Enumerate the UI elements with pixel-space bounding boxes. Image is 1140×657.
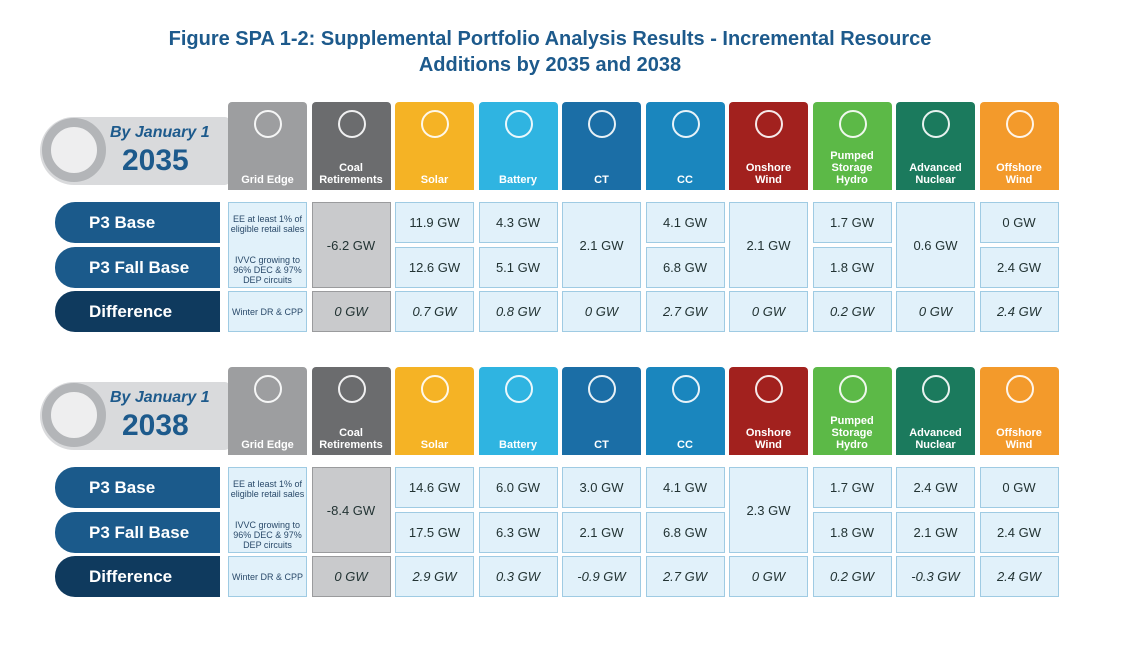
- header-icon: [588, 110, 616, 138]
- grid-edge-note: IVVC growing to 96% DEC & 97% DEP circui…: [233, 255, 302, 285]
- header-icon: [421, 110, 449, 138]
- row-label: P3 Base: [55, 467, 220, 508]
- column-header: Battery: [478, 102, 558, 190]
- value-cell: 6.8 GW: [645, 512, 725, 553]
- value-cell: 1.8 GW: [812, 512, 892, 553]
- value-cell: 11.9 GW: [395, 202, 474, 243]
- difference-cell: 0 GW: [311, 556, 391, 597]
- difference-cell: 0.3 GW: [478, 556, 558, 597]
- value-cell: 1.8 GW: [812, 247, 892, 288]
- value-cell: 3.0 GW: [562, 467, 641, 508]
- grid-edge-cell: [228, 202, 307, 288]
- panel-year: 2038: [122, 409, 189, 442]
- row-label: Difference: [55, 291, 220, 332]
- badge-ring: [42, 383, 106, 447]
- title-line: Additions by 2035 and 2038: [418, 54, 682, 76]
- difference-cell: 0 GW: [729, 291, 808, 332]
- value-cell: -8.4 GW: [311, 467, 391, 553]
- value-cell: 2.4 GW: [979, 247, 1059, 288]
- header-icon: [254, 110, 282, 138]
- value-cell: 4.3 GW: [478, 202, 558, 243]
- header-icon: [755, 375, 783, 403]
- header-icon: [1005, 375, 1034, 403]
- grid-edge-note: EE at least 1% of eligible retail sales: [230, 214, 305, 234]
- title-line: Figure SPA 1-2: Supplemental Portfolio A…: [168, 28, 932, 50]
- header-icon: [337, 110, 366, 138]
- value-cell: 2.1 GW: [729, 202, 808, 288]
- grid-edge-note: EE at least 1% of eligible retail sales: [230, 479, 305, 499]
- difference-cell: 0.8 GW: [478, 291, 558, 332]
- header-icon: [922, 375, 950, 403]
- header-icon: [671, 375, 700, 403]
- value-cell: 0 GW: [979, 467, 1059, 508]
- value-cell: -6.2 GW: [311, 202, 391, 288]
- value-cell: 12.6 GW: [395, 247, 474, 288]
- difference-cell: 2.4 GW: [979, 556, 1059, 597]
- header-icon: [588, 375, 616, 403]
- difference-cell: 0 GW: [729, 556, 808, 597]
- header-icon: [421, 375, 449, 403]
- row-label: P3 Fall Base: [55, 512, 220, 553]
- value-cell: 2.4 GW: [979, 512, 1059, 553]
- value-cell: 17.5 GW: [395, 512, 474, 553]
- difference-cell: 0 GW: [896, 291, 975, 332]
- value-cell: 6.8 GW: [645, 247, 725, 288]
- difference-cell: 2.7 GW: [645, 291, 725, 332]
- header-icon: [254, 375, 282, 403]
- grid-edge-note: Winter DR & CPP: [228, 291, 307, 332]
- value-cell: 2.4 GW: [896, 467, 975, 508]
- value-cell: 6.0 GW: [478, 467, 558, 508]
- row-label: Difference: [55, 556, 220, 597]
- value-cell: 6.3 GW: [478, 512, 558, 553]
- difference-cell: 0 GW: [311, 291, 391, 332]
- panel-label: By January 1: [110, 124, 210, 141]
- value-cell: 5.1 GW: [478, 247, 558, 288]
- panel-label: By January 1: [110, 389, 210, 406]
- difference-cell: 0.2 GW: [812, 291, 892, 332]
- header-icon: [838, 110, 867, 138]
- difference-cell: 2.7 GW: [645, 556, 725, 597]
- header-icon: [922, 110, 950, 138]
- difference-cell: 0.2 GW: [812, 556, 892, 597]
- value-cell: 4.1 GW: [645, 202, 725, 243]
- value-cell: 2.1 GW: [562, 512, 641, 553]
- header-icon: [671, 110, 700, 138]
- header-icon: [337, 375, 366, 403]
- difference-cell: 2.9 GW: [395, 556, 474, 597]
- value-cell: 1.7 GW: [812, 467, 892, 508]
- difference-cell: -0.3 GW: [896, 556, 975, 597]
- grid-edge-cell: [228, 467, 307, 553]
- value-cell: 4.1 GW: [645, 467, 725, 508]
- panel-year: 2035: [122, 144, 189, 177]
- header-icon: [1005, 110, 1034, 138]
- header-icon: [755, 110, 783, 138]
- row-label: P3 Base: [55, 202, 220, 243]
- value-cell: 2.1 GW: [896, 512, 975, 553]
- difference-cell: -0.9 GW: [562, 556, 641, 597]
- header-icon: [504, 110, 533, 138]
- badge-ring: [42, 118, 106, 182]
- value-cell: 14.6 GW: [395, 467, 474, 508]
- header-icon: [504, 375, 533, 403]
- grid-edge-note: Winter DR & CPP: [228, 556, 307, 597]
- grid-edge-note: IVVC growing to 96% DEC & 97% DEP circui…: [233, 520, 302, 550]
- value-cell: 1.7 GW: [812, 202, 892, 243]
- row-label: P3 Fall Base: [55, 247, 220, 288]
- header-icon: [838, 375, 867, 403]
- value-cell: 0 GW: [979, 202, 1059, 243]
- value-cell: 0.6 GW: [896, 202, 975, 288]
- difference-cell: 2.4 GW: [979, 291, 1059, 332]
- difference-cell: 0.7 GW: [395, 291, 474, 332]
- value-cell: 2.3 GW: [729, 467, 808, 553]
- difference-cell: 0 GW: [562, 291, 641, 332]
- value-cell: 2.1 GW: [562, 202, 641, 288]
